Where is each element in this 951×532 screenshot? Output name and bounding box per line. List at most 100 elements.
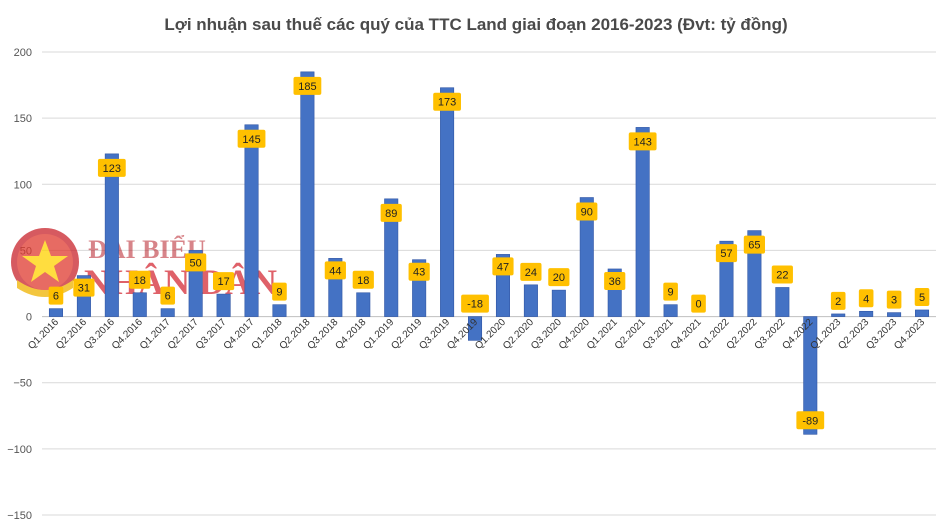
- svg-text:44: 44: [329, 265, 341, 277]
- svg-text:6: 6: [165, 291, 171, 303]
- data-label: 0: [691, 294, 706, 313]
- svg-text:36: 36: [609, 276, 621, 288]
- y-tick-label: 100: [14, 179, 32, 191]
- bar: [272, 304, 287, 317]
- bar: [132, 292, 147, 317]
- svg-text:90: 90: [581, 207, 593, 219]
- svg-text:50: 50: [190, 257, 202, 269]
- data-label: 43: [408, 262, 430, 281]
- data-label: 57: [715, 244, 738, 263]
- bar: [579, 197, 594, 317]
- bar: [887, 312, 902, 317]
- svg-text:173: 173: [438, 97, 456, 109]
- bar: [440, 87, 455, 317]
- data-label: -18: [461, 294, 489, 313]
- data-label: 185: [293, 76, 322, 95]
- y-tick-label: 150: [14, 113, 32, 125]
- data-label: 18: [352, 270, 374, 289]
- data-label: 50: [185, 253, 207, 272]
- data-label: 173: [433, 92, 461, 111]
- data-label: 22: [771, 265, 793, 284]
- data-label: 17: [212, 272, 235, 291]
- y-tick-label: 0: [26, 312, 32, 324]
- bar: [635, 127, 650, 317]
- bar: [523, 284, 538, 317]
- svg-text:-89: -89: [802, 415, 818, 427]
- emblem-icon: [11, 228, 79, 297]
- chart-title: Lợi nhuận sau thuế các quý của TTC Land …: [164, 15, 787, 34]
- data-label: 143: [628, 132, 657, 151]
- svg-text:43: 43: [413, 267, 425, 279]
- data-label: 145: [237, 129, 266, 148]
- data-label: 20: [548, 268, 570, 287]
- data-label: 3: [886, 290, 902, 309]
- data-label: 9: [272, 282, 287, 301]
- svg-text:17: 17: [217, 276, 229, 288]
- bar: [104, 153, 119, 317]
- data-label: 36: [604, 271, 626, 290]
- bar: [468, 316, 483, 341]
- svg-text:57: 57: [720, 248, 732, 260]
- data-label: 65: [743, 235, 766, 254]
- svg-text:5: 5: [919, 292, 925, 304]
- bar: [775, 287, 790, 317]
- y-tick-label: 200: [14, 47, 32, 59]
- data-label: 90: [576, 202, 598, 221]
- svg-text:4: 4: [863, 293, 869, 305]
- svg-text:22: 22: [776, 269, 788, 281]
- bar: [244, 124, 259, 317]
- bar: [551, 289, 566, 317]
- bar: [356, 292, 371, 317]
- data-label: 4: [858, 289, 874, 308]
- bar: [300, 71, 315, 317]
- svg-text:143: 143: [633, 136, 651, 148]
- svg-text:47: 47: [497, 261, 509, 273]
- svg-text:6: 6: [53, 291, 59, 303]
- bar: [803, 316, 818, 435]
- svg-text:0: 0: [695, 299, 701, 311]
- svg-text:65: 65: [748, 240, 760, 252]
- y-tick-label: −50: [13, 378, 32, 390]
- svg-text:3: 3: [891, 295, 897, 307]
- svg-text:9: 9: [668, 287, 674, 299]
- bar: [859, 310, 874, 317]
- svg-text:-18: -18: [467, 299, 483, 311]
- bar: [831, 313, 846, 317]
- svg-text:89: 89: [385, 208, 397, 220]
- svg-text:31: 31: [78, 283, 90, 295]
- svg-text:2: 2: [835, 296, 841, 308]
- data-label: 89: [380, 203, 402, 222]
- svg-text:20: 20: [553, 272, 565, 284]
- data-label: 18: [129, 270, 151, 289]
- bar: [48, 308, 63, 317]
- bar: [160, 308, 175, 317]
- data-label: 6: [160, 286, 176, 305]
- bar: [216, 293, 231, 317]
- x-tick-label: Q4.2023: [892, 317, 927, 352]
- data-label: 6: [48, 286, 64, 305]
- svg-text:123: 123: [103, 163, 121, 175]
- data-label: 24: [520, 262, 542, 281]
- data-label: -89: [796, 411, 825, 430]
- bar: [384, 198, 399, 317]
- svg-text:145: 145: [242, 134, 260, 146]
- data-label: 9: [663, 282, 678, 301]
- data-label: 123: [97, 158, 126, 177]
- data-label: 5: [914, 287, 930, 306]
- data-label: 31: [73, 278, 95, 297]
- svg-text:185: 185: [298, 81, 316, 93]
- y-tick-label: −150: [7, 510, 32, 522]
- bar: [915, 309, 930, 317]
- svg-text:18: 18: [357, 275, 369, 287]
- y-tick-label: −100: [7, 444, 32, 456]
- data-label: 2: [830, 291, 846, 310]
- bar: [663, 304, 678, 317]
- svg-text:18: 18: [134, 275, 146, 287]
- data-label: 47: [492, 257, 514, 276]
- svg-text:9: 9: [276, 287, 282, 299]
- svg-text:24: 24: [525, 267, 537, 279]
- data-label: 44: [324, 261, 346, 280]
